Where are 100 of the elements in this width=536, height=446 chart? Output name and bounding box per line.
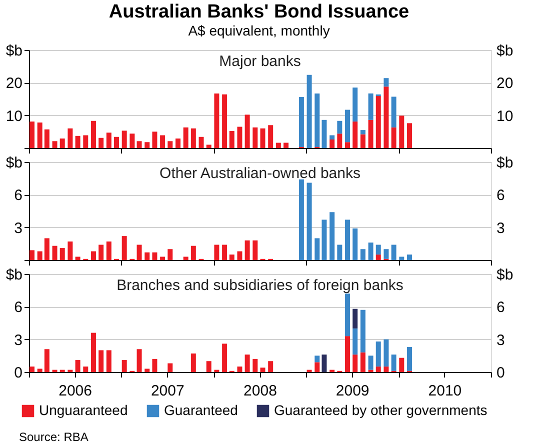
y2-tick-label: $b: [496, 42, 514, 60]
y-tick-label: 20: [6, 75, 22, 92]
bar: [144, 252, 150, 260]
bar: [106, 350, 112, 372]
bar: [136, 349, 142, 372]
bar: [252, 240, 258, 260]
legend-label: Guaranteed: [164, 402, 238, 418]
bar: [391, 96, 396, 128]
bar: [306, 74, 312, 148]
bar: [360, 130, 366, 134]
bar: [337, 134, 342, 148]
text: A$ equivalent, monthly: [188, 22, 330, 38]
y-tick-label: 0: [14, 364, 22, 382]
bar: [376, 96, 381, 148]
bar: [391, 354, 396, 371]
bar: [37, 122, 42, 148]
bar: [384, 78, 389, 87]
bar: [175, 138, 180, 148]
bar: [214, 93, 220, 148]
bar: [60, 248, 65, 260]
bar: [152, 358, 158, 372]
y-tick-label: 6: [14, 187, 22, 204]
bar: [75, 256, 80, 260]
bar: [360, 352, 366, 372]
bar: [406, 346, 412, 371]
bar: [391, 127, 396, 148]
bar: [237, 251, 242, 260]
bar: [90, 251, 96, 260]
bar: [252, 358, 258, 372]
bar: [399, 358, 404, 372]
bar: [229, 254, 234, 260]
bar: [168, 249, 173, 260]
bar: [98, 138, 104, 148]
bar: [399, 256, 404, 260]
bar: [30, 366, 34, 372]
legend-label: Unguaranteed: [39, 402, 128, 418]
bar: [98, 244, 104, 260]
bar: [122, 360, 127, 372]
bar: [68, 241, 73, 260]
bar: [384, 339, 389, 367]
bar: [83, 135, 88, 148]
bar: [314, 356, 320, 362]
bar: [352, 308, 358, 328]
legend-label: Guaranteed by other governments: [274, 402, 488, 418]
x-tick-label: 2008: [244, 382, 277, 400]
bar: [376, 366, 381, 372]
bar: [168, 141, 173, 148]
bar: [183, 256, 188, 260]
bar: [106, 132, 112, 148]
bar: [345, 142, 350, 148]
bar: [391, 244, 396, 260]
bar: [368, 120, 374, 148]
bar: [252, 127, 258, 148]
bar: [314, 93, 320, 148]
text: Australian Banks' Bond Issuance: [108, 2, 410, 22]
bar: [44, 129, 50, 148]
bar: [190, 246, 196, 260]
bar: [345, 294, 350, 336]
bar: [222, 244, 228, 260]
bar: [90, 120, 96, 148]
bar: [352, 228, 358, 260]
bar: [406, 254, 412, 260]
bar: [314, 238, 320, 260]
bar: [152, 252, 158, 260]
bar: [376, 342, 381, 367]
bar: [244, 354, 250, 372]
bar: [284, 142, 289, 148]
bar: [98, 350, 104, 372]
bar: [322, 354, 327, 372]
bar: [268, 125, 274, 148]
bar: [106, 241, 112, 260]
bar: [130, 134, 135, 148]
bar: [306, 182, 312, 260]
y2-tick-label: $b: [496, 154, 514, 172]
y-tick-label: 3: [14, 332, 22, 349]
bar: [322, 220, 327, 260]
bar: [376, 254, 381, 260]
bar: [337, 244, 342, 260]
bar: [352, 328, 358, 355]
y2-tick-label: 0: [496, 364, 505, 382]
y2-tick-label: 20: [496, 75, 514, 92]
bar: [122, 130, 127, 148]
bar: [384, 249, 389, 259]
bar: [322, 120, 327, 148]
bar: [237, 366, 242, 372]
y2-tick-label: 3: [496, 220, 505, 237]
bar: [337, 120, 342, 134]
bar: [168, 363, 173, 372]
bar: [206, 144, 212, 148]
bar: [384, 366, 389, 372]
bar: [75, 136, 80, 148]
bar: [214, 244, 220, 260]
bar: [368, 242, 374, 260]
bar: [260, 368, 266, 372]
source-note: Source: RBA: [19, 430, 88, 444]
bar: [190, 128, 196, 148]
x-tick-label: 2010: [428, 382, 462, 400]
bar: [360, 310, 366, 352]
bar: [136, 244, 142, 260]
bar: [368, 356, 374, 370]
